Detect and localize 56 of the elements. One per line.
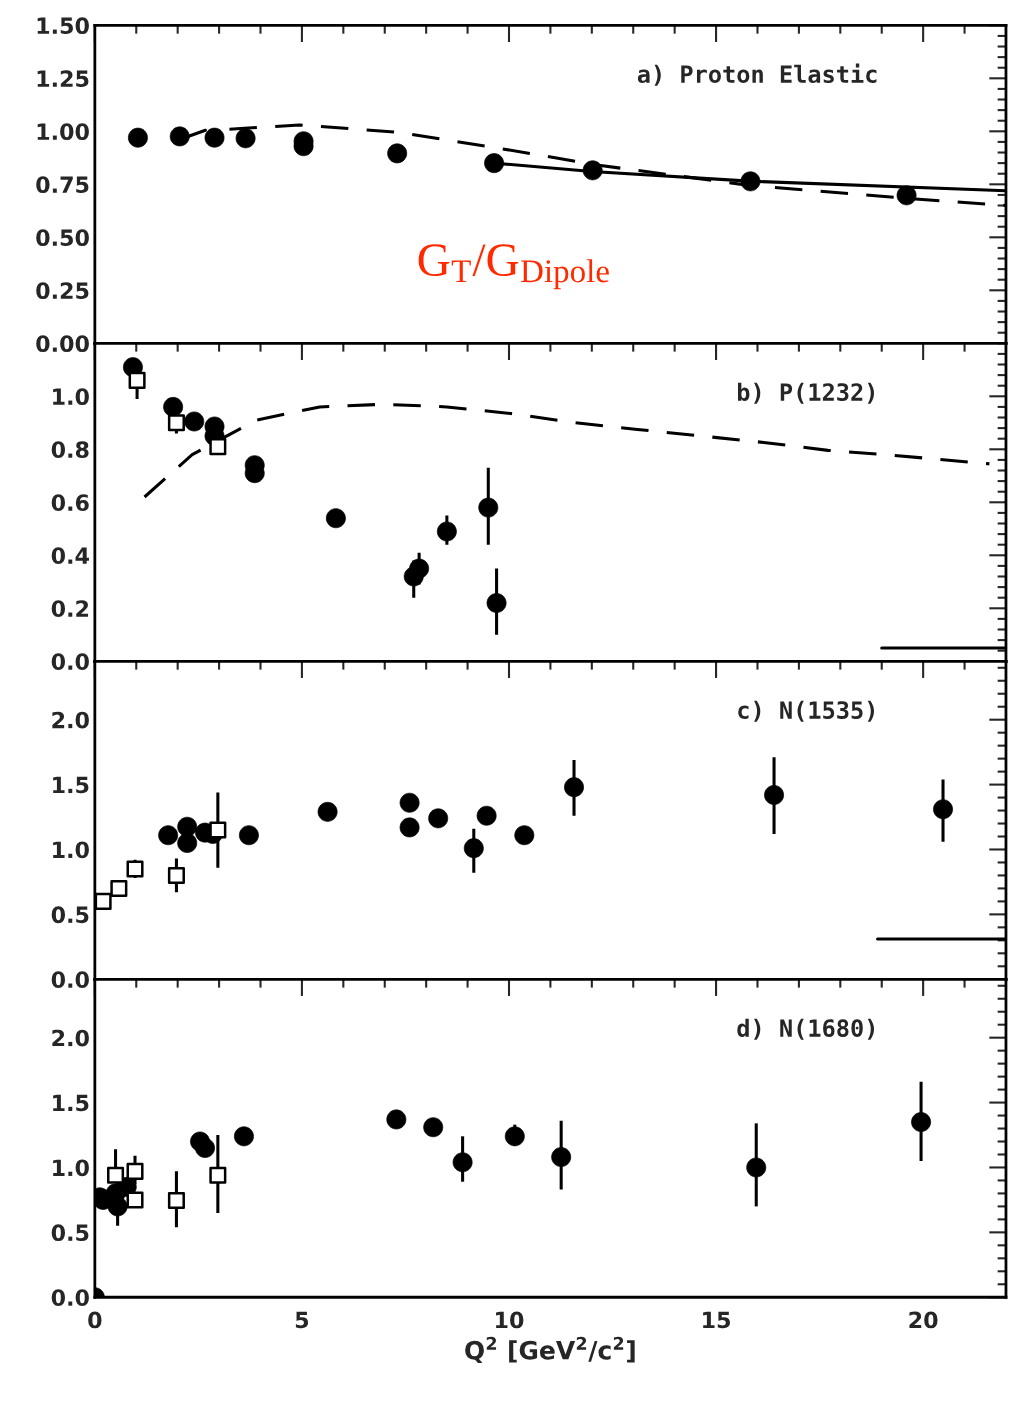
y-tick-label: 1.5 [53,776,89,794]
point [158,825,179,846]
y-tick-label: 1.25 [37,70,89,88]
y-tick-label: 1.5 [53,1094,89,1112]
line-series [143,402,991,499]
point [317,801,338,822]
point [167,866,185,884]
y-tick-label: 0.0 [51,971,89,989]
x-tick-label: 0 [88,1311,102,1329]
annotation: G$_{T}$/G$_{Dipole}$ [418,244,609,290]
point [209,1166,227,1184]
point [234,1126,254,1147]
point [128,371,146,389]
point [167,414,185,432]
y-tick-label: 2.0 [52,1029,89,1047]
text: b) P(1232) [738,382,874,404]
point [195,1138,215,1158]
y-tick-label: 1.50 [37,17,89,35]
x-tick-label: 5 [295,1311,309,1329]
x-tick-label: 20 [909,1311,938,1329]
text: a) Proton Elastic [637,63,877,86]
point [209,438,227,456]
point [107,1166,125,1184]
y-tick-label: 0.2 [51,600,89,618]
point [126,1162,144,1180]
text: d) N(1680) [737,1018,874,1040]
y-tick-label: 1.00 [37,123,89,141]
y-tick-label: 0.00 [36,335,89,353]
y-tick-label: 2.0 [52,711,89,729]
y-tick-label: 0.0 [51,1289,89,1307]
point [167,1192,185,1210]
y-tick-label: 0.6 [51,494,89,512]
y-tick-label: 0.50 [36,229,89,247]
point [126,1191,144,1209]
y-tick-label: 0.25 [36,282,89,300]
point [107,1196,128,1217]
text: c) N(1535) [738,700,874,722]
point [476,805,497,826]
y-tick-label: 0.8 [51,441,89,459]
y-tick-label: 1.0 [53,841,89,859]
y-tick-label: 0.5 [51,906,89,924]
y-tick-label: 1.0 [53,1159,89,1177]
x-tick-label: 15 [703,1311,730,1329]
x-tick-label: 10 [496,1311,524,1329]
y-tick-label: 0.4 [51,547,89,565]
point [514,825,535,846]
y-tick-label: 0.75 [36,176,89,194]
point [209,821,227,839]
point [126,860,144,878]
point [110,879,128,897]
point [94,892,112,910]
x-axis-title: Q$^{2}$ [GeV$^{2}$/c$^{2}$] [465,1336,635,1363]
y-tick-label: 1.0 [53,388,89,406]
y-tick-label: 0.0 [51,653,89,671]
y-tick-label: 0.5 [51,1224,89,1242]
point [184,411,205,432]
